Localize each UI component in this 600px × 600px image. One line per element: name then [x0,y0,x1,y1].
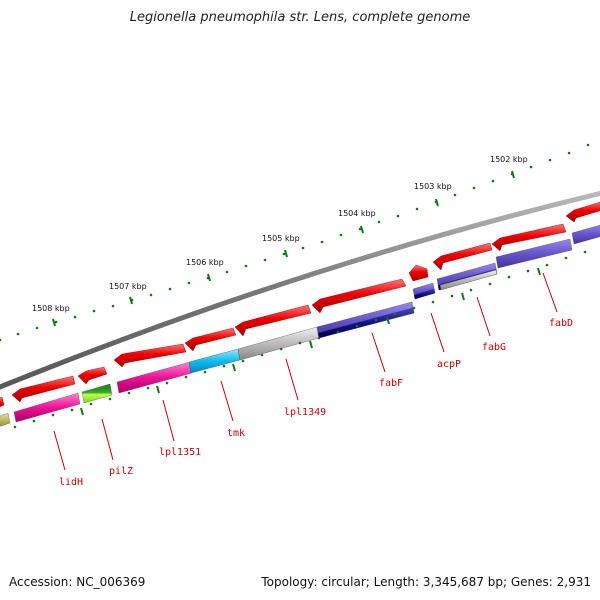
map-title: Legionella pneumophila str. Lens, comple… [129,10,471,25]
scale-label-1508: 1508 kbp [32,304,70,313]
forward-gene [565,201,600,223]
scale-label-1502: 1502 kbp [490,155,528,164]
scale-label-1506: 1506 kbp [186,258,224,267]
gene-label-lidh: lidH [59,477,83,488]
forward-gene [311,278,407,314]
genome-backbone [0,190,600,390]
forward-gene [432,242,493,271]
category-colored-genes [0,224,600,427]
forward-gene [491,223,567,252]
gene-label-pilz: pilZ [109,466,133,477]
outer-major-ticks [52,170,515,327]
gene-block-next [571,224,600,245]
gene-block-lpl1351 [116,361,193,394]
gene-block-fabd [495,238,573,269]
forward-gene [0,396,5,407]
topology-label: Topology: circular; Length: 3,345,687 bp… [261,575,591,589]
scale-label-1507: 1507 kbp [109,282,147,291]
gene-block-khaki [0,412,11,427]
gene-label-fabf: fabF [379,378,403,389]
gene-label-tmk: tmk [227,428,245,439]
forward-gene [77,366,108,385]
gene-block-pilz [81,383,113,404]
inner-scale-arc [13,250,587,429]
gene-block-tmk [188,348,241,374]
forward-gene [113,343,187,368]
forward-strand-genes [0,201,600,407]
gene-label-lpl1349: lpl1349 [284,407,326,418]
gene-label-fabg: fabG [482,342,506,353]
gene-label-lpl1351: lpl1351 [159,447,201,458]
gene-label-fabd: fabD [549,318,573,329]
inner-major-ticks [80,267,541,416]
forward-gene [184,327,237,352]
gene-block-fabg-gray [439,269,498,291]
gene-block-fabf-dark [317,307,415,339]
gene-leader-lines [53,272,558,471]
forward-gene [11,375,76,403]
gene-block-lidh [13,392,81,423]
gene-block-lpl1349 [237,326,320,361]
scale-label-1503: 1503 kbp [414,182,452,191]
gene-label-acpp: acpP [437,359,461,370]
scale-label-1505: 1505 kbp [262,234,300,243]
forward-gene [408,264,429,282]
forward-gene [234,304,312,337]
scale-label-1504: 1504 kbp [338,209,376,218]
accession-label: Accession: NC_006369 [9,575,146,589]
gene-block-acpp-dark [413,288,436,300]
